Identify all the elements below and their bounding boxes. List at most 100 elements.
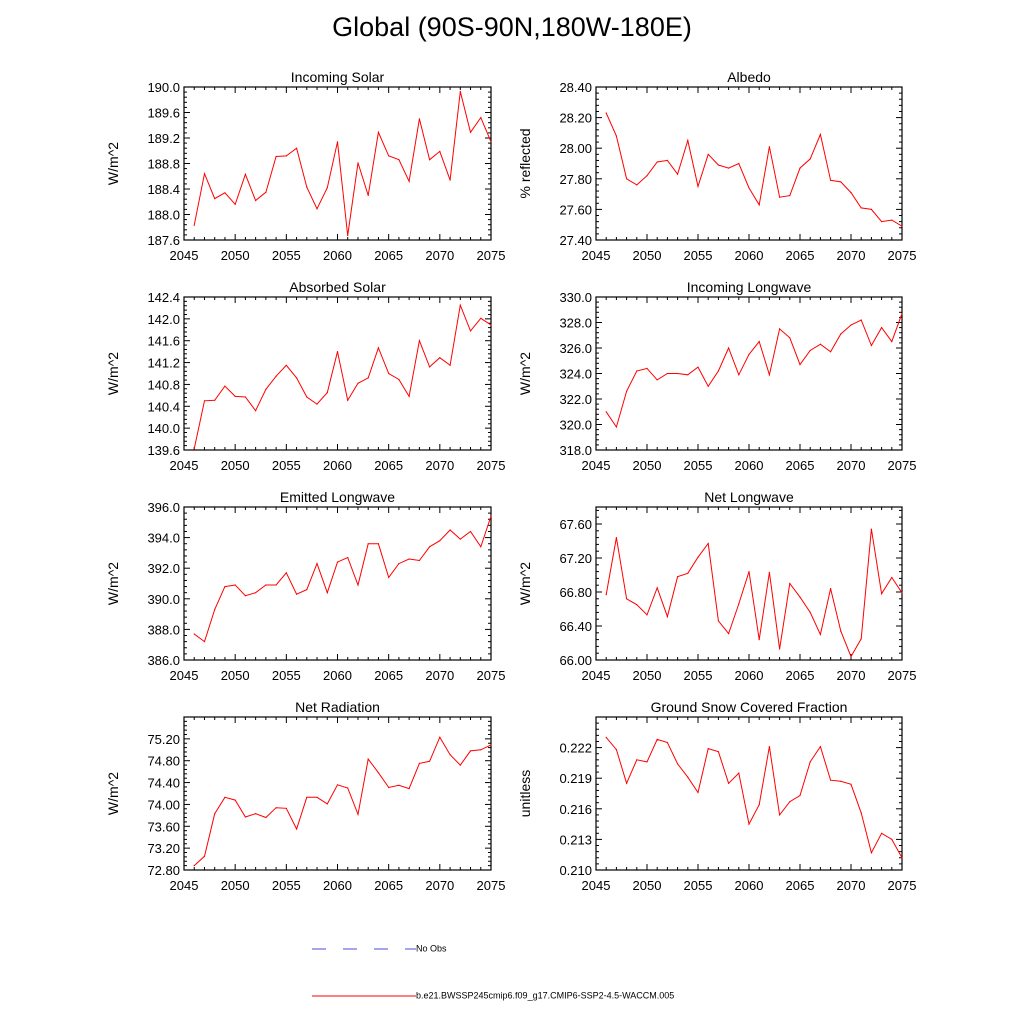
incoming-longwave-data-point [768, 374, 771, 376]
incoming-longwave-plot-frame [595, 296, 903, 451]
ground-snow-covered-fraction-xtick-label: 2050 [633, 878, 662, 893]
net-longwave-data-point [677, 576, 679, 578]
albedo-xtick-label: 2070 [837, 248, 866, 263]
albedo-xtick-label: 2055 [684, 248, 713, 263]
ground-snow-covered-fraction-data-point [881, 832, 883, 834]
chart-ground-snow-covered-fraction: Ground Snow Covered Fraction unitless 2045… [517, 699, 916, 893]
net-longwave-plot-frame [595, 506, 903, 661]
emitted-longwave-xtick-label: 2065 [374, 668, 403, 683]
absorbed-solar-xtick-label: 2075 [477, 458, 506, 473]
incoming-solar-ytick-label: 189.6 [147, 106, 180, 121]
net-radiation-data-point [316, 796, 318, 798]
absorbed-solar-series-line [193, 303, 492, 450]
ground-snow-covered-fraction-data-point [819, 746, 822, 748]
ground-snow-covered-fraction-data-point [860, 812, 862, 814]
net-radiation-data-point [326, 803, 328, 805]
albedo-data-point [728, 167, 730, 169]
absorbed-solar-data-point [275, 375, 277, 377]
net-longwave-data-point [666, 616, 669, 618]
ground-snow-covered-fraction-data-point [615, 749, 618, 751]
emitted-longwave-data-point [306, 589, 308, 591]
chart-net-longwave: Net Longwave W/m^2 2045 2050 2055 2060 2065 207… [517, 489, 916, 683]
net-radiation-data-point [224, 796, 226, 798]
albedo-data-point [891, 219, 893, 221]
absorbed-solar-plot-frame [183, 296, 492, 451]
net-radiation-data-point [193, 865, 195, 867]
net-longwave-ytick-label: 67.20 [559, 551, 592, 566]
ground-snow-covered-fraction-data-point [707, 748, 709, 750]
emitted-longwave-ylabel: W/m^2 [105, 562, 121, 605]
incoming-solar-xtick-label: 2075 [477, 248, 506, 263]
albedo-data-point [840, 181, 842, 183]
emitted-longwave-data-point [459, 538, 461, 540]
net-longwave-data-point [707, 542, 709, 545]
net-longwave-data-point [779, 648, 781, 650]
incoming-solar-data-point [203, 173, 206, 175]
albedo-data-point [799, 167, 801, 169]
net-radiation-xtick-label: 2065 [374, 878, 403, 893]
incoming-longwave-data-point [779, 328, 781, 330]
albedo-data-point [830, 179, 832, 181]
incoming-solar-data-point [469, 131, 472, 133]
incoming-longwave-data-point [646, 367, 648, 369]
incoming-longwave-xtick-label: 2065 [786, 458, 815, 473]
absorbed-solar-data-point [265, 388, 267, 390]
absorbed-solar-data-point [469, 330, 472, 332]
emitted-longwave-data-point [244, 595, 246, 597]
incoming-longwave-data-point [799, 364, 801, 366]
incoming-longwave-data-point [656, 379, 658, 381]
net-longwave-data-point [840, 630, 842, 632]
albedo-xtick-label: 2050 [633, 248, 662, 263]
ground-snow-covered-fraction-data-point [677, 763, 679, 765]
emitted-longwave-data-point [255, 592, 257, 594]
emitted-longwave-data-point [296, 593, 298, 595]
incoming-solar-ytick-label: 188.8 [147, 157, 180, 172]
incoming-solar-data-point [265, 191, 267, 193]
chart-emitted-longwave: Emitted Longwave W/m^2 2045 2050 2055 2060 206… [105, 489, 505, 683]
net-longwave-data-point [850, 656, 852, 658]
incoming-longwave-data-point [850, 324, 852, 326]
incoming-longwave-data-point [717, 370, 720, 372]
absorbed-solar-data-point [449, 364, 451, 366]
emitted-longwave-data-point [490, 515, 492, 517]
incoming-longwave-ytick-label: 320.0 [559, 418, 592, 433]
ground-snow-covered-fraction-xtick-label: 2045 [582, 878, 611, 893]
ground-snow-covered-fraction-ytick-label: 0.216 [559, 802, 592, 817]
albedo-data-point [615, 135, 618, 137]
albedo-data-point [860, 207, 862, 209]
albedo-data-point [789, 195, 791, 197]
ground-snow-covered-fraction-data-point [748, 823, 750, 825]
ground-snow-covered-fraction-ylabel: unitless [517, 770, 533, 817]
net-longwave-data-point [646, 614, 648, 616]
incoming-solar-data-point [306, 186, 308, 188]
albedo-title: Albedo [727, 69, 771, 85]
albedo-data-point [850, 192, 852, 194]
emitted-longwave-data-point [388, 576, 390, 579]
net-longwave-data-point [738, 603, 740, 605]
incoming-longwave-data-point [666, 372, 669, 375]
incoming-solar-series-line [193, 91, 492, 236]
incoming-solar-data-point [285, 155, 287, 157]
incoming-longwave-ylabel: W/m^2 [517, 352, 533, 395]
albedo-data-point [809, 158, 811, 160]
absorbed-solar-data-point [439, 357, 441, 359]
net-longwave-data-point [748, 571, 750, 573]
emitted-longwave-data-point [234, 584, 236, 586]
albedo-data-point [636, 184, 638, 186]
net-longwave-xtick-label: 2050 [633, 668, 662, 683]
net-longwave-data-point [615, 537, 618, 539]
incoming-solar-xtick-label: 2070 [425, 248, 454, 263]
net-radiation-series-line [193, 736, 492, 866]
absorbed-solar-data-point [429, 366, 431, 368]
incoming-longwave-data-point [819, 343, 822, 345]
incoming-longwave-data-point [636, 370, 638, 372]
emitted-longwave-ytick-label: 388.0 [147, 622, 180, 637]
albedo-data-point [666, 159, 669, 161]
incoming-solar-ytick-label: 189.2 [147, 131, 180, 146]
incoming-longwave-data-point [840, 333, 842, 335]
absorbed-solar-data-point [234, 395, 236, 397]
ground-snow-covered-fraction-xtick-label: 2075 [888, 878, 917, 893]
net-radiation-data-point [429, 760, 431, 762]
net-radiation-data-point [418, 762, 420, 765]
albedo-ytick-label: 28.40 [559, 80, 592, 95]
